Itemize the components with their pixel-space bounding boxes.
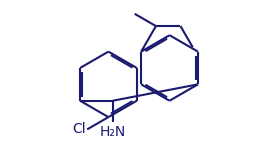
Text: H₂N: H₂N	[100, 125, 126, 139]
Text: Cl: Cl	[72, 122, 86, 136]
